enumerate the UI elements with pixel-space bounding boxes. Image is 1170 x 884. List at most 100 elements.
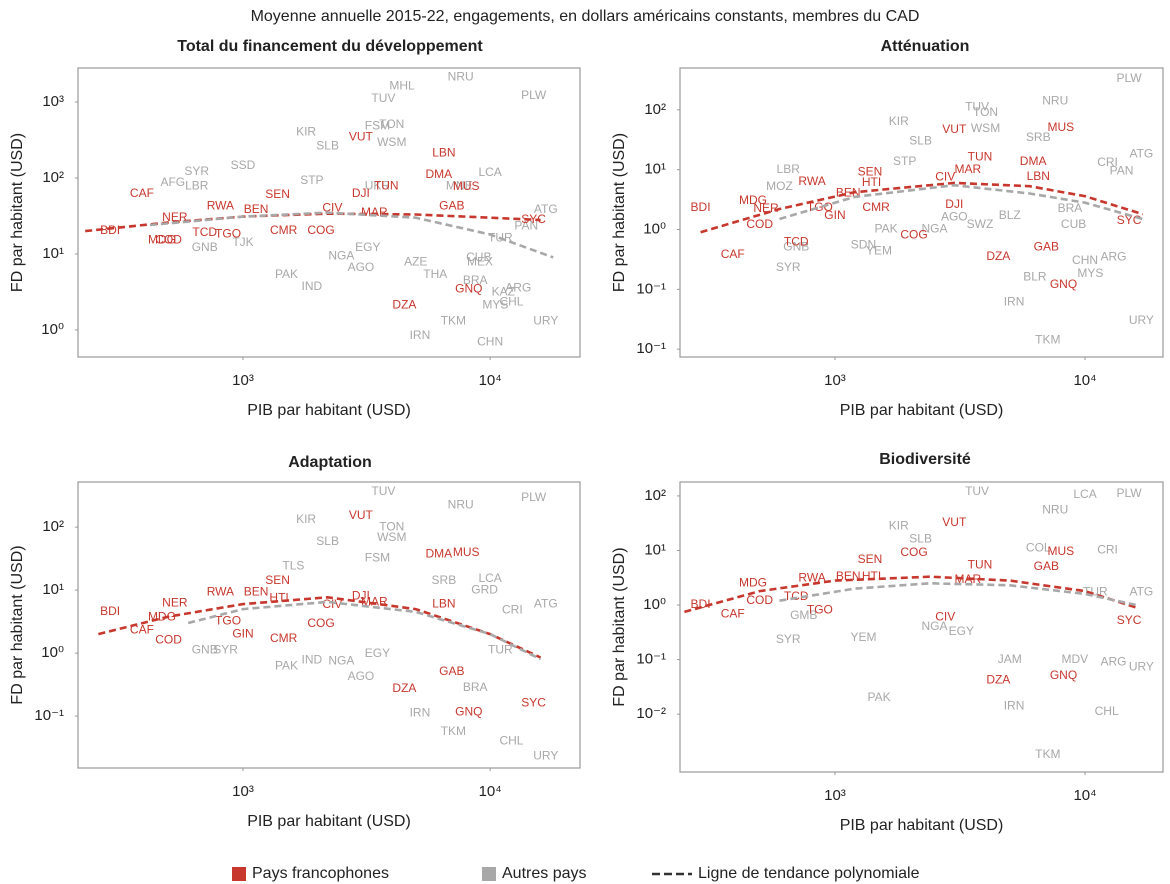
country-point: VUT bbox=[349, 130, 374, 144]
country-point: CHN bbox=[477, 334, 503, 348]
country-point: KAZ bbox=[492, 285, 515, 299]
country-point: CAF bbox=[721, 247, 745, 261]
country-point: TLS bbox=[282, 558, 304, 572]
country-point: ATG bbox=[534, 596, 558, 610]
country-point: TKM bbox=[1035, 333, 1060, 347]
country-point: SEN bbox=[265, 187, 290, 201]
country-point: SYC bbox=[521, 212, 546, 226]
country-point: CMR bbox=[862, 200, 890, 214]
legend-label: Autres pays bbox=[502, 865, 586, 882]
country-point: STP bbox=[893, 154, 916, 168]
country-point: CAF bbox=[721, 606, 745, 620]
country-point: MDG bbox=[739, 575, 767, 589]
country-point: NRU bbox=[448, 70, 474, 84]
panel: Biodiversité PIB par habitant (USD) FD par… bbox=[611, 451, 1164, 834]
country-point: TON bbox=[973, 105, 998, 119]
panel: Atténuation PIB par habitant (USD) FD par … bbox=[611, 38, 1164, 419]
y-tick-label: 10⁰ bbox=[41, 321, 64, 338]
country-point: CMR bbox=[270, 223, 298, 237]
country-point: RWA bbox=[207, 199, 234, 213]
x-tick-label: 10³ bbox=[232, 783, 254, 800]
country-point: LCA bbox=[1073, 487, 1096, 501]
country-point: GNQ bbox=[1050, 668, 1077, 682]
country-point: TUV bbox=[371, 484, 395, 498]
x-tick-label: 10⁴ bbox=[1073, 372, 1096, 389]
country-point: URY bbox=[533, 313, 558, 327]
x-axis-label: PIB par habitant (USD) bbox=[840, 402, 1004, 419]
country-point: BRA bbox=[1058, 201, 1083, 215]
country-point: GNB bbox=[783, 240, 809, 254]
legend-swatch bbox=[232, 867, 246, 881]
country-point: RWA bbox=[798, 570, 825, 584]
y-tick-label: 10³ bbox=[42, 93, 64, 110]
country-point: RWA bbox=[207, 584, 234, 598]
country-point: AGO bbox=[348, 260, 375, 274]
plot-frame bbox=[77, 67, 581, 358]
x-axis-label: PIB par habitant (USD) bbox=[247, 813, 411, 830]
country-point: COD bbox=[155, 233, 182, 247]
country-point: SWZ bbox=[967, 217, 994, 231]
country-point: DZA bbox=[392, 298, 416, 312]
panel-title: Biodiversité bbox=[879, 451, 971, 468]
country-point: COG bbox=[307, 616, 334, 630]
country-point: NRU bbox=[1042, 93, 1068, 107]
country-point: CHL bbox=[499, 733, 523, 747]
country-point: CRI bbox=[1097, 155, 1118, 169]
country-point: MHL bbox=[389, 79, 415, 93]
country-point: AGO bbox=[941, 209, 968, 223]
y-axis-label: FD par habitant (USD) bbox=[611, 133, 628, 292]
country-point: RWA bbox=[798, 174, 825, 188]
y-axis-label: FD par habitant (USD) bbox=[9, 545, 26, 704]
country-point: KIR bbox=[889, 114, 909, 128]
legend: Pays francophones Autres pays Ligne de ten… bbox=[232, 865, 920, 882]
country-point: TKM bbox=[441, 724, 466, 738]
country-point: SDN bbox=[851, 238, 876, 252]
y-tick-label: 10⁰ bbox=[643, 596, 666, 613]
country-point: BRA bbox=[463, 680, 488, 694]
country-point: LBR bbox=[185, 178, 209, 192]
country-point: NER bbox=[753, 201, 779, 215]
country-point: DJI bbox=[945, 197, 963, 211]
country-point: DJI bbox=[352, 588, 370, 602]
trend-line bbox=[779, 183, 1144, 221]
country-point: WSM bbox=[377, 135, 406, 149]
country-point: AFG bbox=[160, 175, 185, 189]
country-point: THA bbox=[423, 267, 447, 281]
country-point: GNQ bbox=[455, 282, 482, 296]
country-point: MUS bbox=[1047, 120, 1074, 134]
country-point: BRA bbox=[463, 273, 488, 287]
country-point: SRB bbox=[432, 573, 457, 587]
country-point: DZA bbox=[392, 681, 416, 695]
country-point: SYR bbox=[213, 643, 238, 657]
country-point: AZE bbox=[404, 254, 427, 268]
country-point: SLB bbox=[316, 534, 339, 548]
country-point: COG bbox=[307, 223, 334, 237]
country-point: SLB bbox=[909, 532, 932, 546]
country-point: GAB bbox=[1034, 559, 1059, 573]
country-point: DJI bbox=[352, 186, 370, 200]
country-point: SEN bbox=[265, 573, 290, 587]
trend-line bbox=[779, 581, 1137, 607]
country-point: TGO bbox=[215, 227, 241, 241]
country-point: PAK bbox=[275, 267, 298, 281]
y-tick-label: 10¹ bbox=[42, 581, 64, 598]
country-point: CHL bbox=[1095, 704, 1119, 718]
country-point: TCD bbox=[784, 589, 809, 603]
country-point: GMB bbox=[790, 608, 817, 622]
country-point: TUR bbox=[488, 643, 513, 657]
country-point: COD bbox=[746, 593, 773, 607]
legend-label: Ligne de tendance polynomiale bbox=[698, 865, 920, 882]
country-point: BLZ bbox=[999, 208, 1021, 222]
country-point: SYR bbox=[776, 260, 801, 274]
country-point: TON bbox=[379, 117, 404, 131]
country-point: TUR bbox=[1083, 585, 1108, 599]
country-point: GNB bbox=[192, 240, 218, 254]
panel-title: Adaptation bbox=[288, 454, 372, 471]
country-point: UKR bbox=[365, 178, 391, 192]
country-point: IRN bbox=[1004, 294, 1025, 308]
country-point: SYC bbox=[1117, 613, 1142, 627]
country-point: MDV bbox=[1061, 652, 1088, 666]
country-point: SYR bbox=[776, 632, 801, 646]
country-point: FSM bbox=[365, 550, 390, 564]
